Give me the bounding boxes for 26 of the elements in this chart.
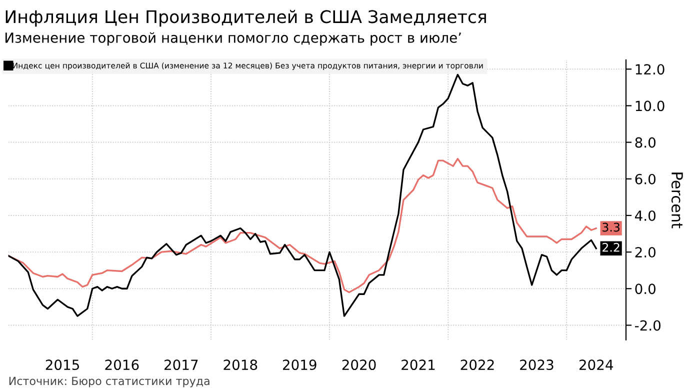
text: Источник: Бюро статистики труда — [9, 376, 210, 388]
x-tick-label: 2024 — [579, 360, 614, 370]
x-tick-label: 2021 — [402, 360, 435, 370]
y-tick-label: 0.0 — [635, 284, 656, 294]
y-tick-label: 8.0 — [635, 137, 656, 148]
y-tick-label: 4.0 — [635, 210, 656, 221]
chart-subtitle: Изменение торговой наценки помогло сдержать рост в июле’ — [6, 32, 461, 46]
x-tick-label: 2022 — [460, 360, 494, 370]
chart-title: Инфляция Цен Производителей в США Замедляется — [6, 10, 486, 27]
x-tick-label: 2023 — [520, 360, 554, 370]
x-tick-label: 2017 — [164, 360, 198, 370]
line-series — [8, 158, 597, 294]
y-tick-label: -2.0 — [635, 320, 660, 331]
x-tick-label: 2020 — [342, 360, 376, 370]
y-tick-label: 12.0 — [636, 64, 664, 75]
data-label: 2.2 — [602, 242, 620, 252]
y-tick-label: 2.0 — [635, 247, 656, 258]
data-label: 3.3 — [602, 222, 620, 232]
y-tick-label: 10.0 — [636, 100, 664, 112]
x-tick-label: 2019 — [282, 360, 316, 370]
x-tick-label: 2018 — [224, 360, 258, 370]
y-tick-label: 6.0 — [635, 174, 656, 184]
x-tick-label: 2015 — [46, 360, 79, 370]
x-tick-label: 2016 — [105, 360, 139, 370]
line-series — [8, 74, 597, 317]
y-axis-title: Percent — [671, 172, 683, 228]
